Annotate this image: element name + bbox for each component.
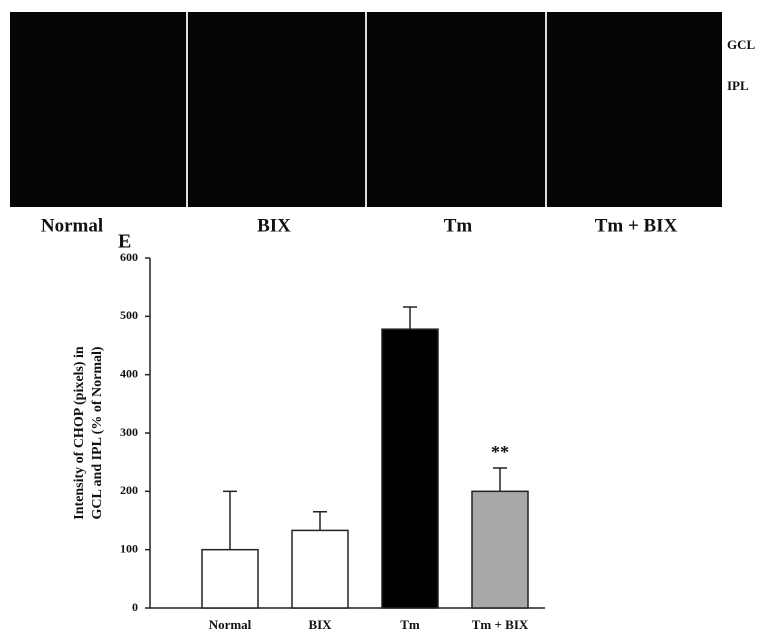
y-axis-label: Intensity of CHOP (pixels) in (72, 346, 87, 520)
y-axis-label: GCL and IPL (% of Normal) (90, 346, 105, 519)
x-tick-label: Tm (400, 617, 420, 632)
y-tick-label: 100 (120, 541, 138, 555)
y-tick-label: 400 (120, 366, 138, 380)
y-tick-label: 300 (120, 425, 138, 439)
image-strip (10, 12, 722, 207)
bar (382, 329, 438, 608)
bar (292, 530, 348, 608)
bar (472, 491, 528, 608)
y-tick-label: 0 (132, 600, 138, 614)
layer-label: GCL (727, 37, 756, 52)
panel-label: Tm (444, 215, 473, 236)
y-tick-label: 200 (120, 483, 138, 497)
figure: GCL IPL Normal BIX Tm Tm + BIX E Intensi… (0, 0, 769, 634)
panel-label: BIX (257, 215, 291, 236)
y-tick-label: 600 (120, 250, 138, 264)
y-tick-label: 500 (120, 308, 138, 322)
x-tick-label: Tm + BIX (472, 617, 529, 632)
panel-label: Normal (41, 215, 103, 236)
annotation: ** (491, 442, 509, 462)
layer-label: IPL (727, 78, 749, 93)
x-tick-label: BIX (308, 617, 332, 632)
x-tick-label: Normal (209, 617, 252, 632)
bar (202, 550, 258, 608)
panel-label: Tm + BIX (595, 215, 678, 236)
